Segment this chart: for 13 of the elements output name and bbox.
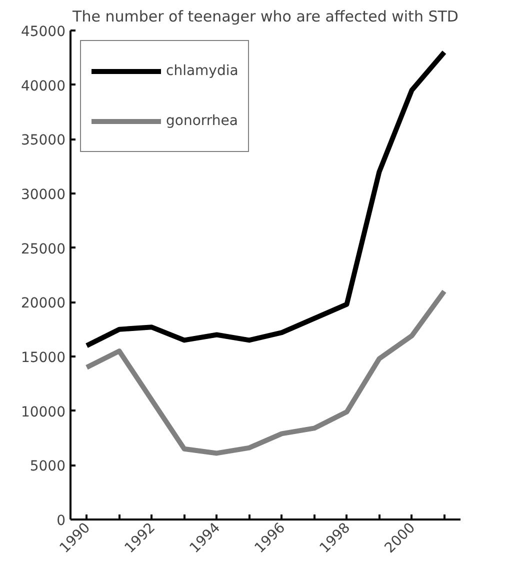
- y-tick-label: 10000: [20, 404, 66, 420]
- y-tick-label: 20000: [20, 296, 66, 312]
- y-tick-label: 40000: [20, 78, 66, 94]
- chart-title: The number of teenager who are affected with STD: [72, 8, 458, 26]
- y-tick-label: 25000: [20, 241, 66, 258]
- y-tick-label: 45000: [20, 24, 66, 40]
- legend-label: chlamydia: [166, 62, 238, 81]
- y-tick-label: 0: [56, 513, 66, 529]
- y-tick-label: 5000: [30, 458, 66, 475]
- legend-label: gonorrhea: [166, 112, 238, 131]
- y-tick-label: 30000: [20, 187, 66, 203]
- y-tick-label: 35000: [20, 132, 66, 149]
- y-tick-label: 15000: [20, 350, 66, 366]
